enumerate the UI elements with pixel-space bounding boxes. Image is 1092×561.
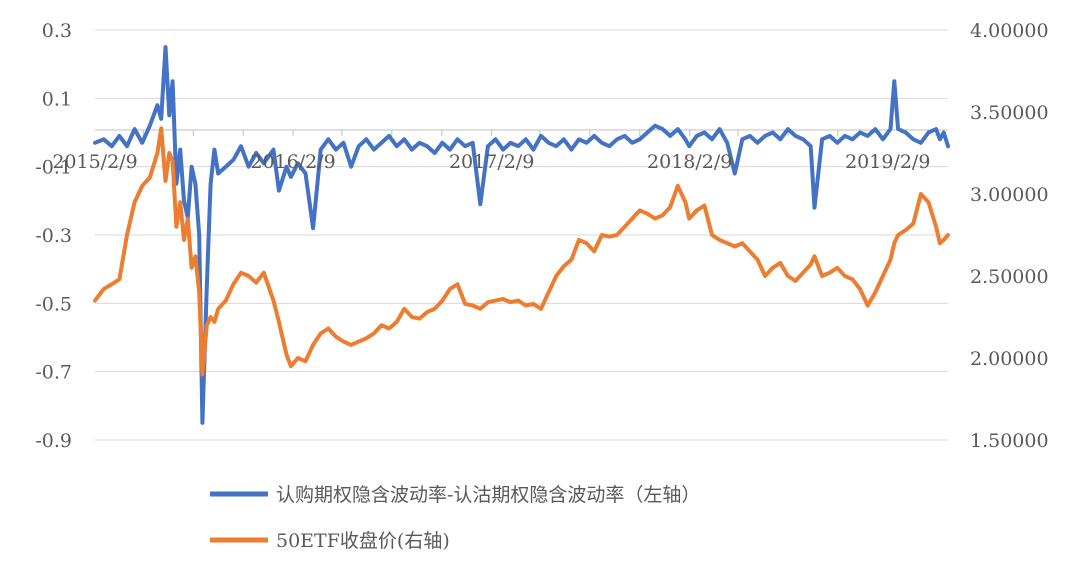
y-right-tick-label: 3.50000 — [970, 102, 1049, 124]
y-left-tick-label: -0.7 — [35, 362, 72, 384]
x-tick-label: 2017/2/9 — [449, 151, 534, 173]
legend-label: 50ETF收盘价(右轴) — [276, 530, 450, 552]
y-left-tick-label: -0.1 — [35, 157, 72, 179]
series-line-50etf-close — [93, 126, 950, 377]
x-tick-label: 2018/2/9 — [647, 151, 732, 173]
y-axis-right: 4.00000 3.50000 3.00000 2.50000 2.00000 1.500… — [970, 20, 1049, 452]
x-tick-label: 2019/2/9 — [845, 151, 930, 173]
x-tick-label: 2016/2/9 — [250, 151, 335, 173]
x-tick-label: 2015/2/9 — [52, 151, 137, 173]
y-left-tick-label: 0.3 — [42, 20, 72, 42]
legend: 认购期权隐含波动率-认沽期权隐含波动率（左轴） 50ETF收盘价(右轴) — [210, 484, 700, 552]
series-lines — [93, 45, 950, 425]
y-right-tick-label: 3.00000 — [970, 184, 1049, 206]
y-left-tick-label: -0.3 — [35, 225, 72, 247]
y-right-tick-label: 1.50000 — [970, 430, 1049, 452]
y-left-tick-label: -0.5 — [35, 293, 72, 315]
y-axis-left: 0.3 0.1 -0.1 -0.3 -0.5 -0.7 -0.9 — [35, 20, 72, 452]
legend-label: 认购期权隐含波动率-认沽期权隐含波动率（左轴） — [276, 484, 700, 506]
x-axis — [95, 129, 948, 136]
y-right-tick-label: 2.00000 — [970, 348, 1049, 370]
y-left-tick-label: 0.1 — [42, 88, 72, 110]
x-tick-labels: 2015/2/9 2016/2/9 2017/2/9 2018/2/9 2019/2/9 — [52, 151, 930, 173]
y-right-tick-label: 2.50000 — [970, 266, 1049, 288]
y-left-tick-label: -0.9 — [35, 430, 72, 452]
gridlines — [95, 29, 948, 441]
y-right-tick-label: 4.00000 — [970, 20, 1049, 42]
